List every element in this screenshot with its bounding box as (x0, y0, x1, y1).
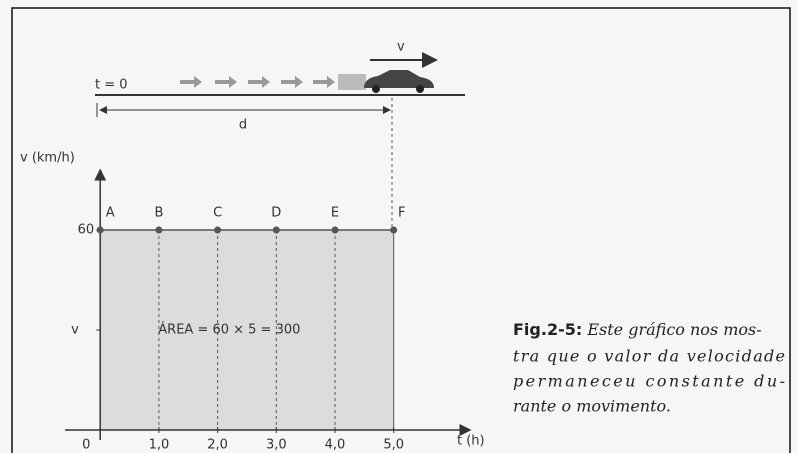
point (155, 227, 162, 234)
point-label: C (213, 206, 222, 221)
point-label: B (154, 206, 163, 221)
caption-text: Este gráfico nos mos- (586, 320, 761, 339)
point (97, 227, 104, 234)
caption-line: permaneceu constante du- (513, 372, 785, 391)
area-label: ÁREA = 60 × 5 = 300 (158, 322, 300, 338)
x-tick-label: 2,0 (207, 438, 228, 453)
point-label: E (331, 206, 339, 221)
start-label: t = 0 (95, 78, 128, 93)
caption-line: Fig.2-5: Este gráfico nos mos- (513, 320, 762, 339)
point (273, 227, 280, 234)
distance-label: d (239, 118, 247, 133)
x-tick-label: 1,0 (149, 438, 170, 453)
y-tick-label: 60 (78, 223, 95, 238)
motion-arrows (180, 74, 366, 90)
point (390, 227, 397, 234)
point-label: A (106, 206, 115, 221)
x-tick-label: 3,0 (266, 438, 287, 453)
x-tick-label: 0 (82, 438, 90, 453)
y-symbol: v (71, 323, 79, 338)
figure: t = 0 v d v (km/h) t (h) Fig.2-5: Este g… (0, 0, 797, 453)
caption-line: tra que o valor da velocidade (513, 347, 785, 366)
caption: Fig.2-5: Este gráfico nos mos- tra que o… (513, 320, 785, 416)
x-axis-label: t (h) (457, 434, 485, 449)
car (364, 70, 434, 93)
velocity-label: v (397, 40, 405, 55)
point (214, 227, 221, 234)
caption-line: rante o movimento. (513, 397, 671, 416)
page: t = 0 v d v (km/h) t (h) Fig.2-5: Este g… (0, 0, 797, 453)
point-label: F (398, 206, 405, 221)
x-tick-label: 5,0 (383, 438, 404, 453)
x-tick-label: 4,0 (325, 438, 346, 453)
y-axis-label: v (km/h) (20, 151, 75, 166)
caption-label: Fig.2-5: (513, 320, 582, 339)
point-label: D (271, 206, 281, 221)
point (332, 227, 339, 234)
